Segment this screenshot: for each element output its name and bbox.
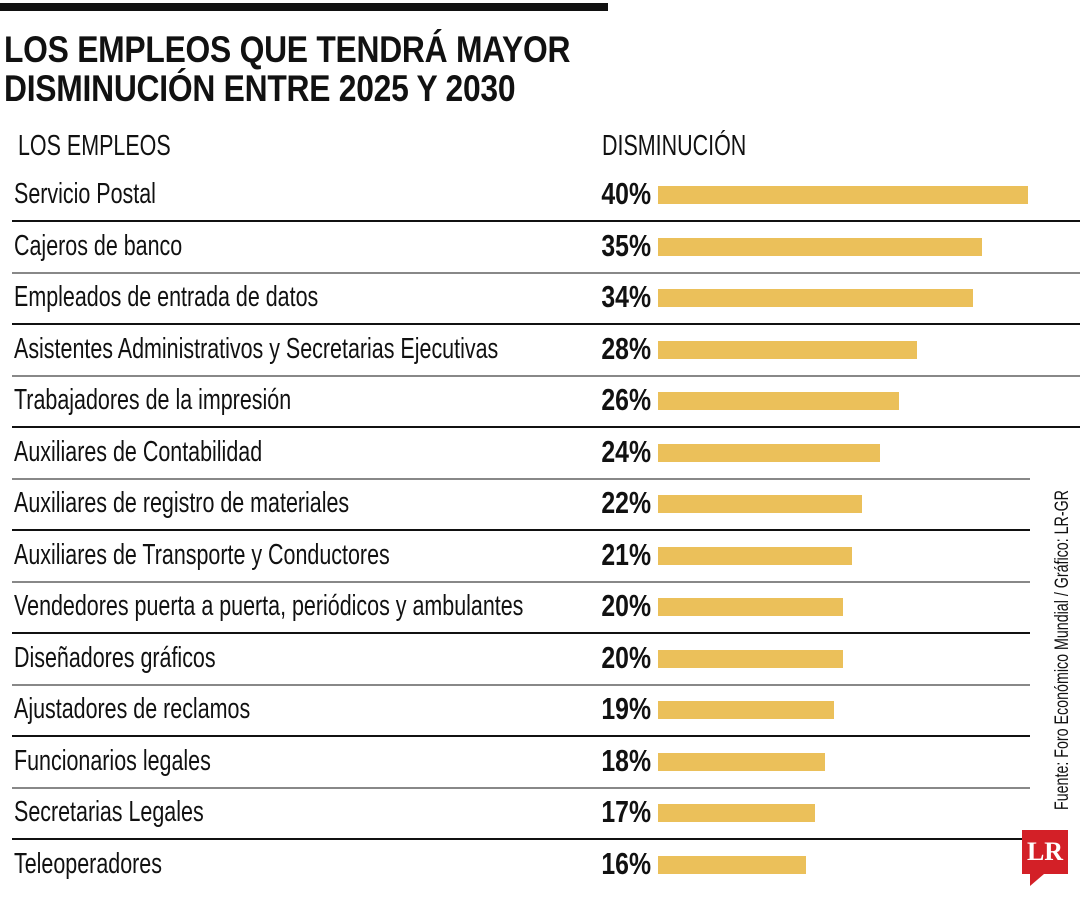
row-divider bbox=[12, 529, 1030, 531]
table-row: Empleados de entrada de datos 34% bbox=[0, 273, 1080, 325]
row-divider bbox=[12, 271, 1080, 274]
row-divider bbox=[12, 323, 1080, 325]
row-label: Vendedores puerta a puerta, periódicos y… bbox=[14, 590, 524, 622]
row-label: Auxiliares de Contabilidad bbox=[14, 435, 263, 468]
row-divider bbox=[12, 735, 1030, 737]
data-label: 35% bbox=[601, 227, 651, 263]
data-label: 40% bbox=[601, 176, 651, 211]
data-label: 22% bbox=[601, 485, 651, 520]
row-label: Auxiliares de registro de materiales bbox=[14, 487, 350, 519]
chart-title: LOS EMPLEOS QUE TENDRÁ MAYOR DISMINUCIÓN… bbox=[4, 30, 692, 108]
title-line-2: DISMINUCIÓN ENTRE 2025 Y 2030 bbox=[4, 68, 516, 109]
row-label: Diseñadores gráficos bbox=[14, 641, 216, 674]
bar bbox=[658, 752, 825, 771]
table-row: Auxiliares de registro de materiales 22% bbox=[0, 479, 1080, 531]
top-rule bbox=[0, 3, 608, 11]
lr-logo: LR bbox=[1022, 830, 1068, 886]
bar bbox=[658, 392, 899, 410]
table-row: Diseñadores gráficos 20% bbox=[0, 634, 1080, 686]
data-label: 34% bbox=[601, 279, 651, 314]
bar bbox=[658, 237, 982, 256]
table-row: Cajeros de banco 35% bbox=[0, 222, 1080, 274]
row-label: Teleoperadores bbox=[14, 847, 162, 880]
column-header-decrease: DISMINUCIÓN bbox=[602, 130, 747, 162]
bar bbox=[658, 443, 880, 462]
data-label: 17% bbox=[601, 794, 651, 829]
row-divider bbox=[12, 374, 1080, 377]
table-row: Servicio Postal 40% bbox=[0, 170, 1080, 222]
row-label: Auxiliares de Transporte y Conductores bbox=[14, 538, 390, 571]
row-label: Asistentes Administrativos y Secretarias… bbox=[14, 332, 499, 365]
data-label: 16% bbox=[601, 845, 651, 881]
bar bbox=[658, 649, 843, 668]
data-label: 20% bbox=[601, 639, 651, 675]
data-label: 26% bbox=[601, 382, 651, 417]
row-divider bbox=[12, 683, 1030, 686]
bar bbox=[658, 546, 853, 565]
row-label: Empleados de entrada de datos bbox=[14, 281, 319, 313]
row-label: Funcionarios legales bbox=[14, 744, 211, 777]
table-row: Trabajadores de la impresión 26% bbox=[0, 376, 1080, 428]
table-row: Funcionarios legales 18% bbox=[0, 737, 1080, 789]
bar bbox=[658, 186, 1028, 204]
table-row: Vendedores puerta a puerta, periódicos y… bbox=[0, 582, 1080, 634]
row-label: Servicio Postal bbox=[14, 178, 156, 210]
bar bbox=[658, 701, 834, 719]
table-row: Auxiliares de Transporte y Conductores 21… bbox=[0, 531, 1080, 583]
data-label: 28% bbox=[601, 330, 651, 366]
table-row: Secretarias Legales 17% bbox=[0, 788, 1080, 840]
row-divider bbox=[12, 580, 1030, 583]
table-row: Auxiliares de Contabilidad 24% bbox=[0, 428, 1080, 480]
row-divider bbox=[12, 786, 1030, 789]
row-label: Ajustadores de reclamos bbox=[14, 693, 251, 725]
bar bbox=[658, 598, 843, 616]
source-note: Fuente: Foro Económico Mundial / Gráfico… bbox=[1052, 490, 1073, 810]
bar bbox=[658, 495, 862, 513]
table-row: Ajustadores de reclamos 19% bbox=[0, 685, 1080, 737]
title-line-1: LOS EMPLEOS QUE TENDRÁ MAYOR bbox=[4, 29, 571, 70]
table-row: Asistentes Administrativos y Secretarias… bbox=[0, 325, 1080, 377]
bar bbox=[658, 289, 973, 307]
bar bbox=[658, 340, 917, 359]
row-label: Cajeros de banco bbox=[14, 229, 183, 262]
table-row: Teleoperadores 16% bbox=[0, 840, 1080, 892]
data-label: 19% bbox=[601, 691, 651, 726]
data-label: 18% bbox=[601, 742, 651, 778]
row-divider bbox=[12, 477, 1030, 480]
data-label: 20% bbox=[601, 588, 651, 623]
bar bbox=[658, 855, 806, 874]
data-label: 24% bbox=[601, 433, 651, 469]
row-divider bbox=[12, 838, 1030, 840]
row-label: Trabajadores de la impresión bbox=[14, 384, 292, 416]
column-header-jobs: LOS EMPLEOS bbox=[18, 130, 171, 162]
row-divider bbox=[12, 426, 1080, 428]
data-label: 21% bbox=[601, 536, 651, 572]
row-divider bbox=[12, 220, 1080, 222]
row-divider bbox=[12, 632, 1030, 634]
bar bbox=[658, 804, 816, 822]
row-label: Secretarias Legales bbox=[14, 796, 204, 828]
